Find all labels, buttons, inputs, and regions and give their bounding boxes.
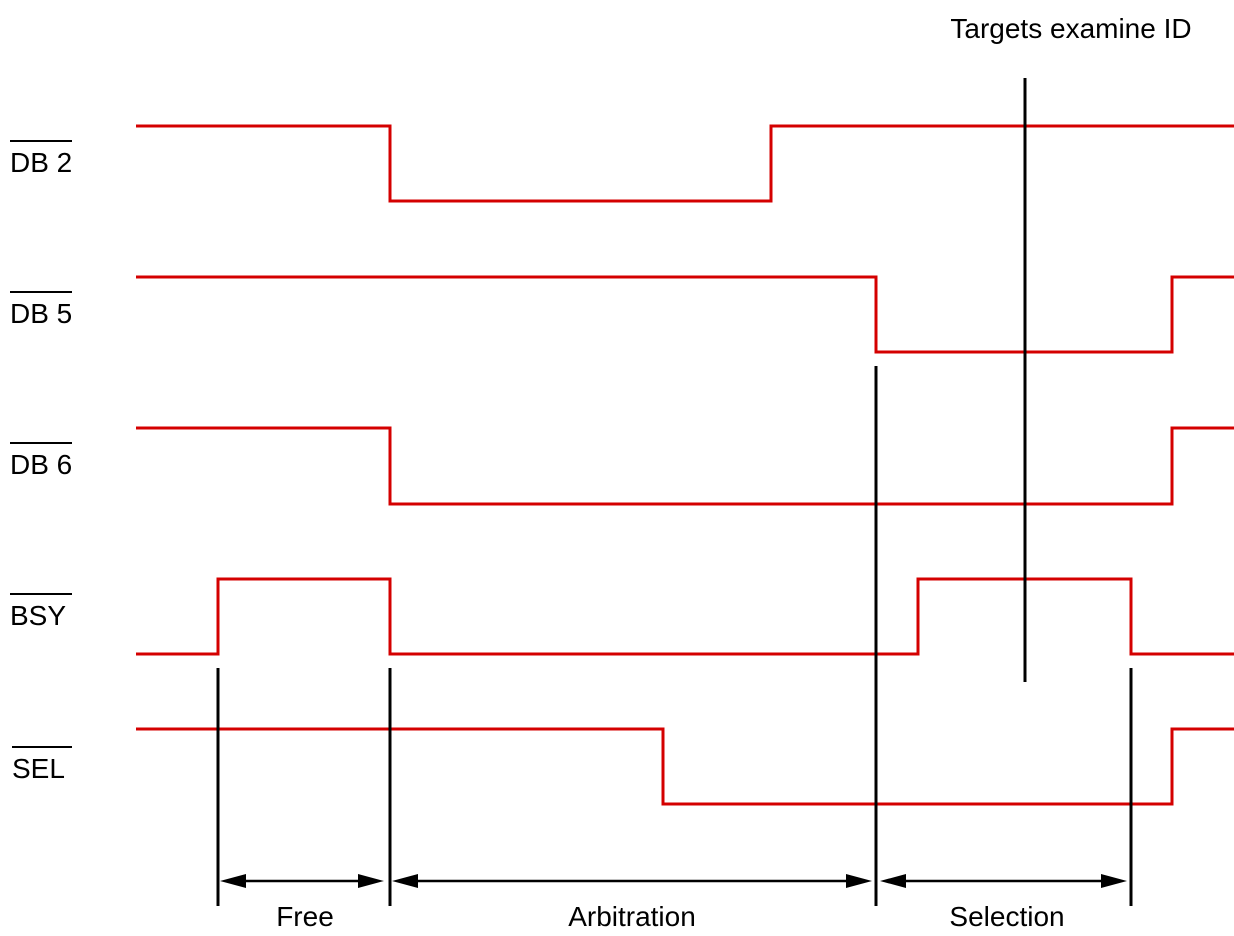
arrowhead-left (880, 874, 906, 888)
arrowhead-right (1101, 874, 1127, 888)
phase-label-free: Free (276, 901, 334, 932)
signal-label-bsy: BSY (10, 593, 72, 631)
annotation-targets-examine-id: Targets examine ID (950, 13, 1191, 44)
signal-label-db2: DB 2 (10, 140, 72, 178)
signal-label-db2-text: DB 2 (10, 147, 72, 178)
waveform-db6 (136, 426, 1234, 506)
arrowhead-left (392, 874, 418, 888)
phase-arrow-free (220, 874, 384, 888)
arrowhead-left (220, 874, 246, 888)
phase-label-selection: Selection (949, 901, 1064, 932)
arrowhead-right (846, 874, 872, 888)
signal-label-db6-text: DB 6 (10, 449, 72, 480)
signal-label-db5-text: DB 5 (10, 298, 72, 329)
phase-arrow-arbitration (392, 874, 872, 888)
signal-label-db6: DB 6 (10, 442, 72, 480)
signal-label-db5: DB 5 (10, 291, 72, 329)
arrowhead-right (358, 874, 384, 888)
signal-label-sel: SEL (12, 746, 72, 784)
phase-label-arbitration: Arbitration (568, 901, 696, 932)
waveform-db2 (136, 124, 1234, 203)
waveform-bsy (136, 577, 1234, 656)
signal-label-bsy-text: BSY (10, 600, 66, 631)
signal-label-sel-text: SEL (12, 753, 65, 784)
waveform-sel (136, 727, 1234, 806)
phase-arrow-selection (880, 874, 1127, 888)
waveform-db5 (136, 275, 1234, 354)
